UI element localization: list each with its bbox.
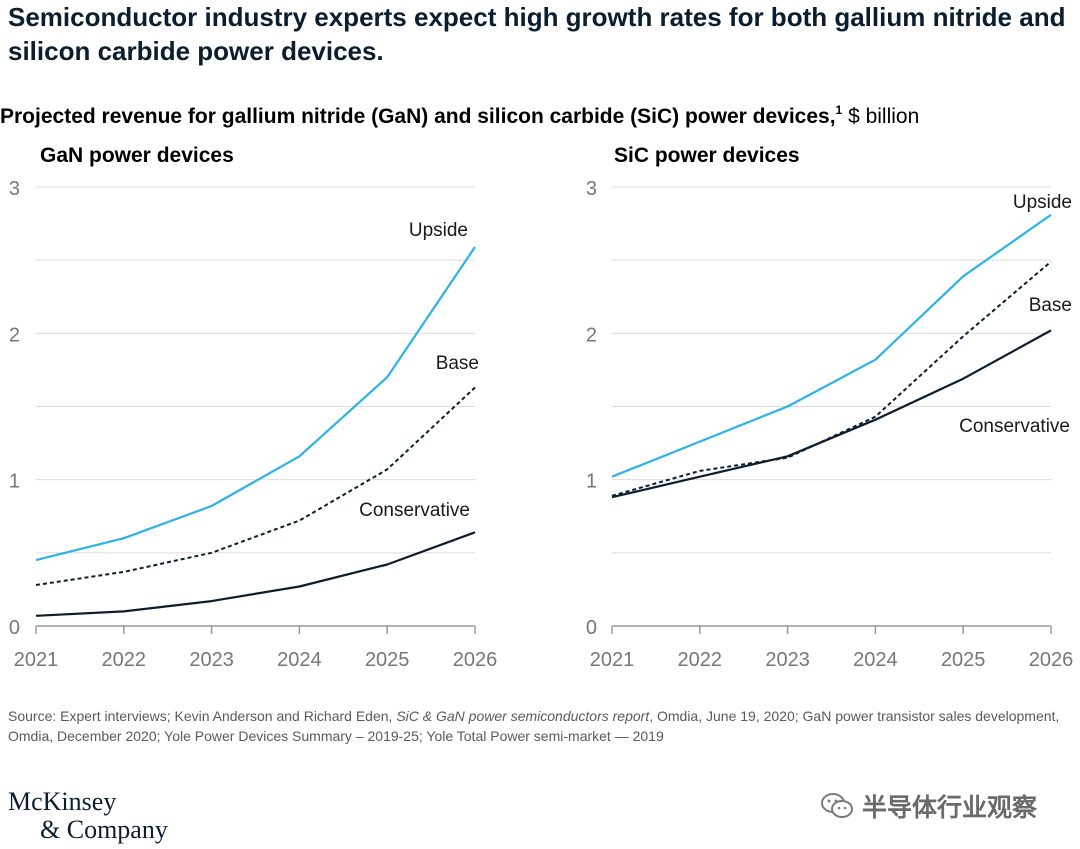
chart-2-series-conservative-line [611, 329, 1052, 499]
chart-2-y-tick-label: 1 [586, 471, 597, 493]
chart-1-x-tick-label: 2021 [14, 649, 59, 671]
chart-2-y-tick-label: 0 [586, 617, 597, 639]
chart-2-title: SiC power devices [614, 144, 800, 167]
chart-1-x-tick-label: 2022 [102, 649, 147, 671]
mckinsey-logo: McKinsey & Company [8, 788, 168, 844]
chart-1-series-base-line [35, 386, 476, 586]
chart-1-series-upside-label: Upside [409, 220, 468, 241]
subtitle-unit: $ billion [842, 105, 920, 128]
chart-2-y-tick-label: 2 [586, 324, 597, 346]
source-suffix: , Omdia, June 19, 2020; GaN power transi… [8, 708, 1060, 744]
chart-1-y-tick-label: 0 [9, 617, 20, 639]
chart-1-title: GaN power devices [40, 144, 234, 167]
source-prefix: Source: Expert interviews; Kevin Anderso… [8, 708, 397, 724]
chart-1-x-tick-label: 2024 [277, 649, 322, 671]
chart-2-y-tick-label: 3 [586, 178, 597, 200]
watermark: 半导体行业观察 [820, 788, 1037, 824]
chart-1-series-conservative-label: Conservative [359, 500, 470, 521]
footnote-mark: 1 [835, 103, 843, 117]
chart-2-x-tick-label: 2024 [853, 649, 898, 671]
chart-2-series-upside-label: Upside [1013, 192, 1072, 213]
chart-1-x-tick-label: 2023 [189, 649, 234, 671]
headline: Semiconductor industry experts expect hi… [8, 2, 1066, 66]
chart-2-x-tick-label: 2026 [1029, 649, 1074, 671]
watermark-text: 半导体行业观察 [862, 794, 1038, 822]
chart-1-x-tick-label: 2026 [453, 649, 498, 671]
chart-1-series-base-label: Base [436, 353, 479, 374]
chart-1-y-tick-label: 3 [9, 178, 20, 200]
wechat-icon [821, 793, 853, 818]
chart-1-series-conservative-line [35, 531, 476, 617]
logo-line-1: McKinsey [8, 787, 117, 816]
chart-2-series-conservative-label: Conservative [959, 416, 1070, 437]
chart-1-series-upside-line [35, 246, 476, 562]
logo-line-2: & Company [40, 815, 168, 844]
subtitle-main: Projected revenue for gallium nitride (G… [0, 105, 836, 128]
chart-2-series-base-line [611, 260, 1052, 497]
chart-2-x-tick-label: 2021 [590, 649, 635, 671]
chart-2-series-base-label: Base [1029, 295, 1072, 316]
chart-1-y-tick-label: 2 [9, 324, 20, 346]
source-note: Source: Expert interviews; Kevin Anderso… [8, 706, 1068, 746]
chart-2-x-tick-label: 2023 [765, 649, 810, 671]
chart-2-series-upside-line [611, 213, 1052, 478]
chart-2-x-tick-label: 2022 [678, 649, 723, 671]
chart-1-x-tick-label: 2025 [365, 649, 410, 671]
chart-2-x-tick-label: 2025 [941, 649, 986, 671]
chart-1-y-tick-label: 1 [9, 471, 20, 493]
source-italic: SiC & GaN power semiconductors report [396, 708, 650, 724]
chart-subtitle: Projected revenue for gallium nitride (G… [0, 96, 919, 131]
